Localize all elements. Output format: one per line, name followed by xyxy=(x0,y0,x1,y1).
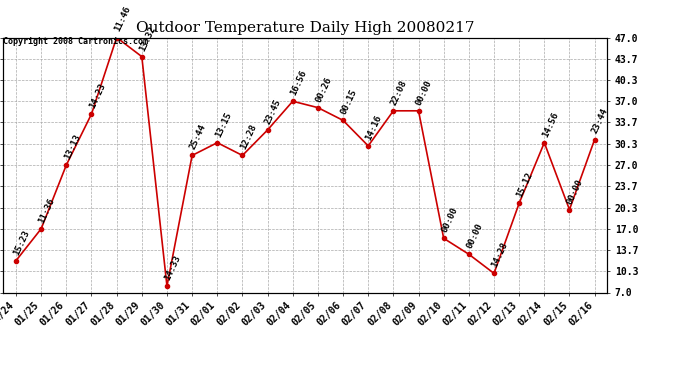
Text: 23:44: 23:44 xyxy=(591,107,610,135)
Text: 13:15: 13:15 xyxy=(213,110,233,138)
Text: 14:16: 14:16 xyxy=(364,114,384,142)
Text: 00:00: 00:00 xyxy=(566,177,585,206)
Text: 23:45: 23:45 xyxy=(264,98,283,126)
Text: 13:13: 13:13 xyxy=(62,133,82,161)
Text: 14:28: 14:28 xyxy=(490,241,509,269)
Text: 22:08: 22:08 xyxy=(389,78,409,106)
Text: 25:44: 25:44 xyxy=(188,123,208,151)
Text: 11:46: 11:46 xyxy=(112,5,132,33)
Text: 12:28: 12:28 xyxy=(239,123,258,151)
Title: Outdoor Temperature Daily High 20080217: Outdoor Temperature Daily High 20080217 xyxy=(136,21,475,35)
Text: 00:00: 00:00 xyxy=(465,222,484,250)
Text: 00:26: 00:26 xyxy=(314,75,333,104)
Text: 00:15: 00:15 xyxy=(339,88,359,116)
Text: 15:12: 15:12 xyxy=(515,171,535,199)
Text: 15:23: 15:23 xyxy=(12,228,32,256)
Text: 14:56: 14:56 xyxy=(540,110,560,138)
Text: 14:23: 14:23 xyxy=(88,82,107,110)
Text: 13:32: 13:32 xyxy=(138,24,157,52)
Text: 16:56: 16:56 xyxy=(288,69,308,97)
Text: Copyright 2008 Cartronics.com: Copyright 2008 Cartronics.com xyxy=(3,38,148,46)
Text: 11:36: 11:36 xyxy=(37,196,57,225)
Text: 00:00: 00:00 xyxy=(440,206,460,234)
Text: 14:33: 14:33 xyxy=(163,254,182,282)
Text: 00:00: 00:00 xyxy=(415,78,434,106)
